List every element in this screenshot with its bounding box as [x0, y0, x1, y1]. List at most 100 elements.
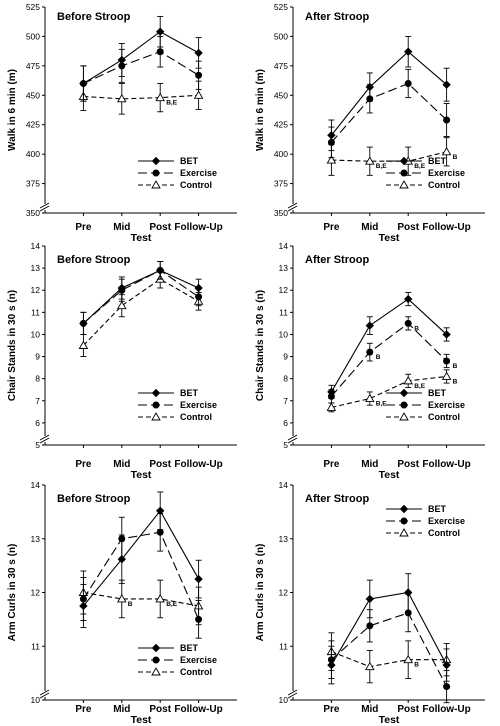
axis-break-mark: [287, 692, 298, 699]
legend-marker: [152, 401, 160, 409]
data-point: [327, 387, 336, 397]
legend-label: Exercise: [428, 516, 465, 526]
y-tick-label: 7: [35, 396, 40, 406]
legend-label: Control: [428, 528, 460, 538]
chart-title: After Stroop: [305, 254, 369, 266]
series-line: [83, 269, 199, 324]
series-line: [330, 50, 447, 136]
data-point: [194, 48, 203, 58]
significance-annotation: B: [128, 601, 133, 608]
significance-annotation: B,E: [414, 163, 426, 170]
data-point: [366, 348, 374, 356]
data-point: [326, 155, 337, 164]
axis-break-mark: [287, 202, 298, 209]
x-tick-label: Post: [149, 704, 171, 715]
legend-label: Control: [180, 412, 212, 422]
y-tick-label: 475: [274, 61, 288, 71]
axis-break-mark: [287, 437, 298, 444]
significance-annotation: B: [453, 154, 458, 161]
x-tick-label: Mid: [361, 459, 378, 470]
data-point: [403, 654, 413, 664]
y-tick-label: 12: [279, 285, 289, 295]
y-tick-label: 12: [279, 588, 289, 598]
significance-annotation: B: [414, 325, 419, 332]
y-tick-label: 11: [31, 641, 40, 651]
legend-entry: Exercise: [386, 400, 465, 410]
x-axis-label: Test: [379, 232, 400, 244]
x-tick-label: Follow-Up: [174, 704, 222, 715]
axis-break-gap: [288, 691, 298, 697]
y-tick-label: 11: [279, 641, 288, 651]
data-point: [156, 27, 165, 36]
x-axis-label: Test: [131, 469, 152, 481]
significance-annotation: B: [376, 354, 381, 361]
x-tick-label: Pre: [75, 459, 92, 470]
y-tick-label: 10: [31, 329, 41, 339]
data-point: [365, 393, 375, 403]
y-tick-label: 375: [26, 179, 40, 189]
legend-label: Exercise: [180, 400, 217, 410]
data-point: [443, 357, 451, 365]
legend-marker: [151, 643, 161, 653]
significance-annotation: B,E: [376, 163, 388, 170]
data-point: [366, 622, 374, 630]
axis-break-mark: [287, 689, 298, 696]
legend-label: Exercise: [180, 168, 217, 178]
x-tick-label: Follow-Up: [422, 704, 470, 715]
data-point: [193, 90, 204, 99]
series-line: [83, 31, 199, 84]
x-tick-label: Post: [397, 459, 419, 470]
y-tick-label: 6: [35, 418, 40, 428]
axis-break-mark: [39, 202, 50, 209]
data-point: [79, 79, 88, 88]
data-point: [443, 683, 451, 691]
y-tick-label: 9: [35, 352, 40, 362]
data-point: [326, 402, 337, 411]
x-tick-label: Follow-Up: [422, 459, 470, 470]
data-point: [365, 321, 374, 330]
x-tick-label: Mid: [113, 222, 130, 233]
chart-panel-6: 10 11 12 13 14 Pre Mid Post Follow-Up Test Arm Cur…: [255, 480, 485, 726]
significance-annotation: B,E: [414, 383, 426, 390]
legend-entry: Control: [138, 667, 212, 677]
x-axis-label: Test: [131, 232, 152, 244]
y-tick-label: 10: [279, 329, 289, 339]
legend-marker: [400, 169, 408, 177]
series-bet: [79, 261, 203, 335]
data-point: [327, 131, 336, 140]
y-tick-label: 9: [283, 352, 288, 362]
y-tick-label: 14: [31, 241, 41, 251]
legend-marker: [399, 156, 409, 166]
y-tick-label: 8: [35, 374, 40, 384]
data-point: [156, 506, 165, 515]
series-line: [331, 651, 447, 668]
series-bet: [79, 491, 203, 628]
y-tick-label: 11: [279, 307, 288, 317]
significance-annotation: B,E: [376, 401, 388, 408]
series-line: [331, 612, 448, 687]
data-point: [365, 594, 374, 604]
axis-break-mark: [39, 437, 50, 444]
x-tick-label: Pre: [75, 704, 92, 715]
y-tick-label: 5: [35, 440, 40, 450]
legend-marker: [152, 169, 160, 177]
x-tick-label: Post: [397, 704, 419, 715]
legend-label: Exercise: [180, 655, 217, 665]
x-tick-label: Pre: [75, 222, 92, 233]
data-point: [117, 594, 127, 603]
legend-entry: BET: [138, 388, 199, 398]
legend-label: Exercise: [428, 400, 465, 410]
axis-break-gap: [40, 204, 50, 210]
y-tick-label: 13: [31, 263, 41, 273]
x-axis-label: Test: [131, 714, 152, 726]
series-control: [78, 269, 204, 358]
x-tick-label: Mid: [113, 459, 130, 470]
series-control: [326, 369, 452, 413]
y-tick-label: 500: [274, 31, 288, 41]
data-point: [117, 55, 126, 65]
x-tick-label: Follow-Up: [174, 459, 222, 470]
legend-marker: [399, 528, 409, 537]
legend-entry: Exercise: [386, 168, 465, 178]
y-tick-label: 13: [31, 534, 41, 544]
data-point: [155, 594, 165, 603]
